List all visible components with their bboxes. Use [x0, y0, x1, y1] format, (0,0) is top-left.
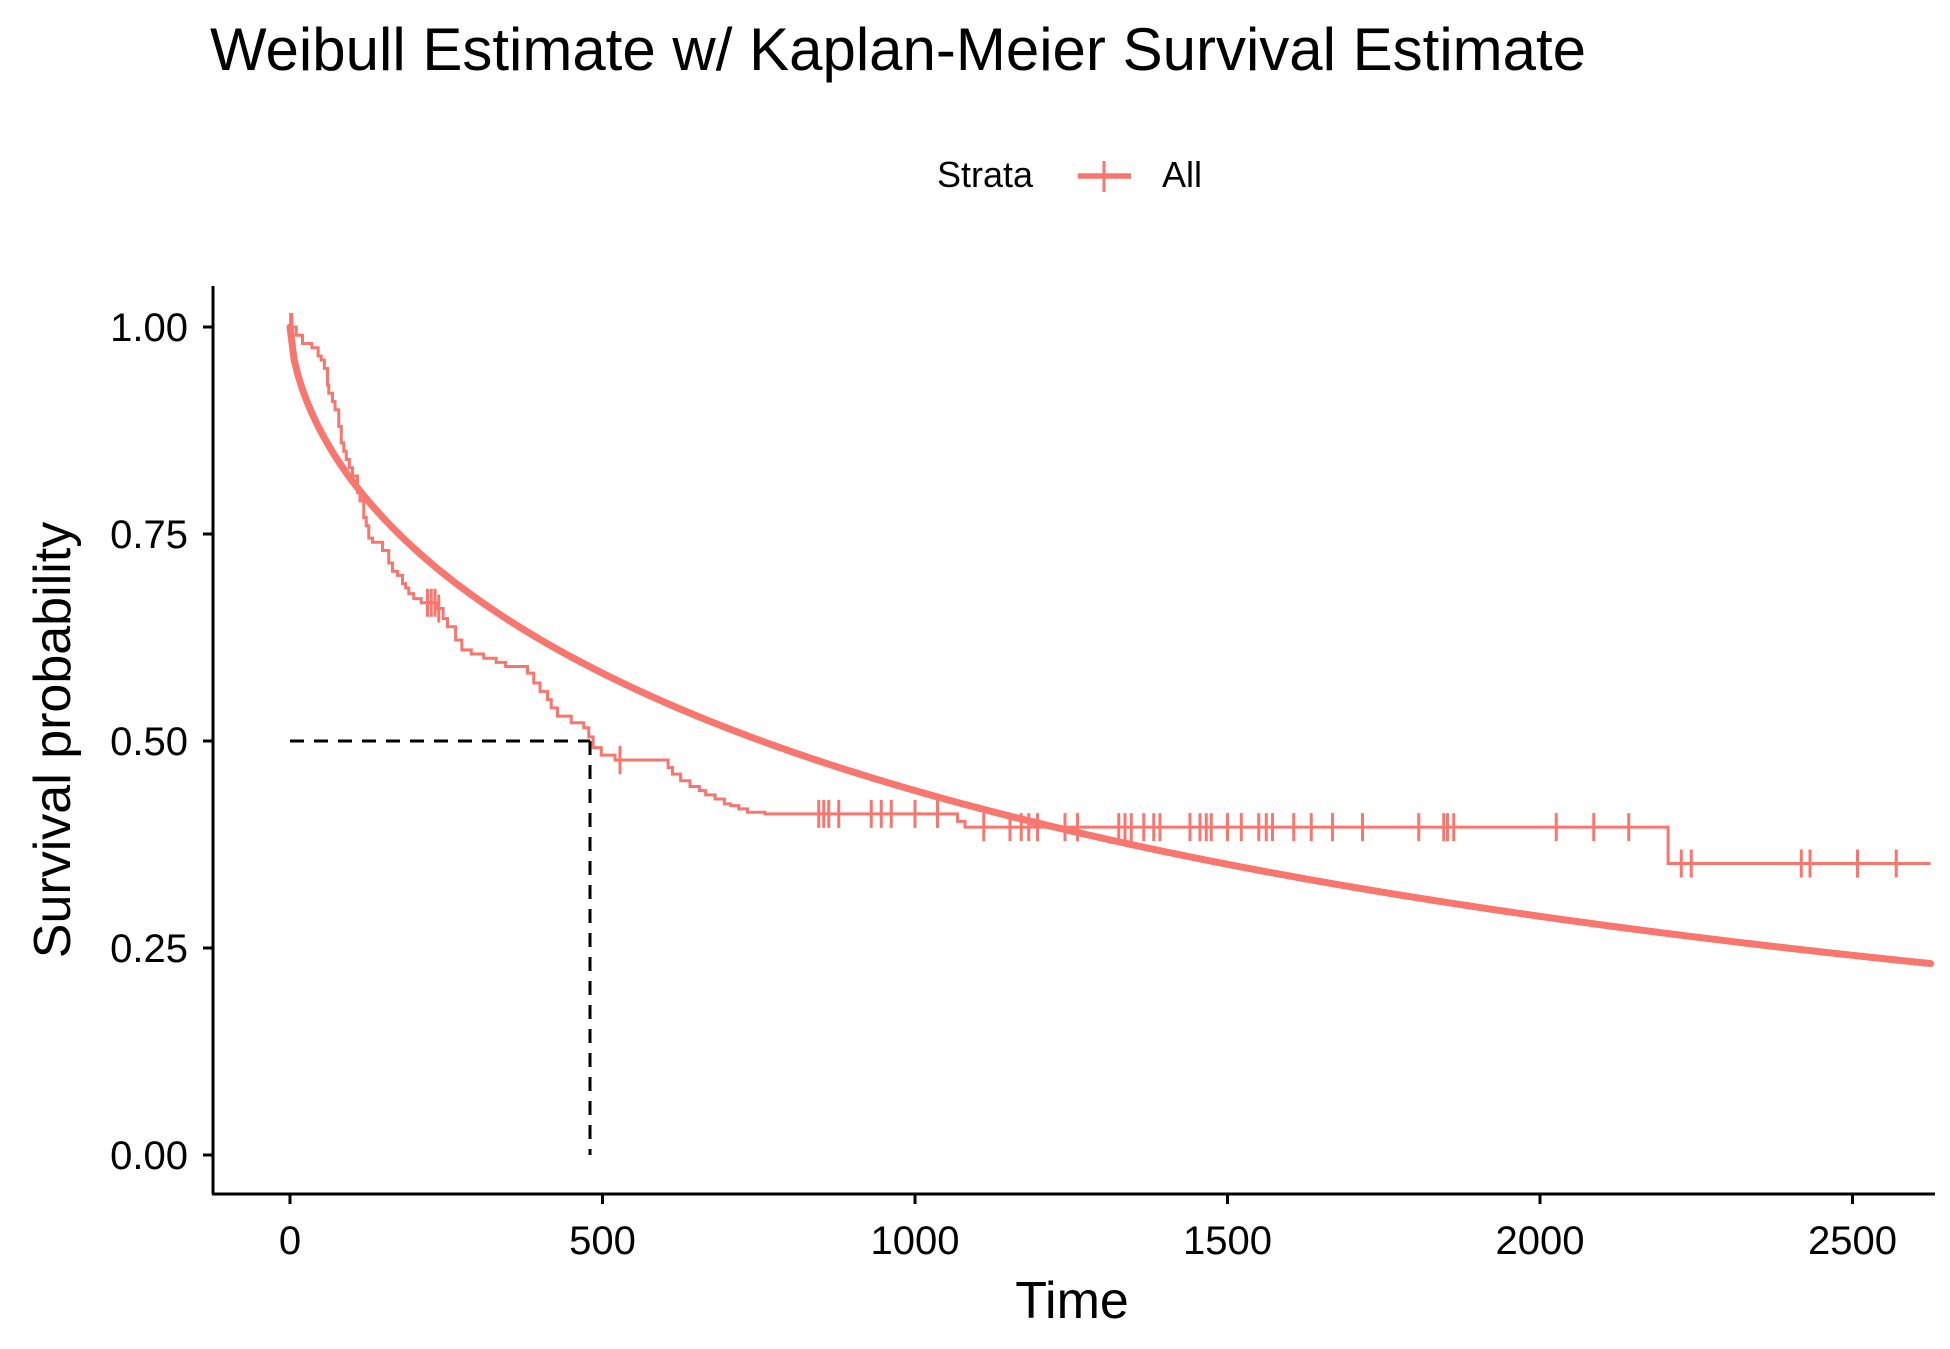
x-axis-title: Time — [1015, 1272, 1129, 1330]
y-tick-label: 0.00 — [110, 1134, 188, 1178]
legend-entry-all: All — [1162, 154, 1202, 195]
weibull-series — [286, 323, 1935, 968]
y-tick-label: 0.50 — [110, 720, 188, 764]
x-tick-label: 1500 — [1183, 1219, 1272, 1263]
x-tick-label: 2500 — [1808, 1219, 1897, 1263]
x-tick-label: 500 — [569, 1219, 636, 1263]
x-tick-label: 0 — [279, 1219, 301, 1263]
median-lines — [290, 739, 592, 1155]
y-tick-label: 1.00 — [110, 306, 188, 350]
legend: Strata All — [937, 154, 1202, 195]
kaplan-meier-series — [290, 325, 1931, 866]
x-tick-label: 2000 — [1496, 1219, 1585, 1263]
weibull-curve — [286, 323, 1935, 968]
y-tick-label: 0.75 — [110, 513, 188, 557]
chart-title: Weibull Estimate w/ Kaplan-Meier Surviva… — [210, 16, 1586, 83]
x-ticks: 0 500 1000 1500 2000 2500 — [279, 1194, 1897, 1263]
y-tick-label: 0.25 — [110, 927, 188, 971]
x-tick-label: 1000 — [871, 1219, 960, 1263]
y-axis-title: Survival probability — [24, 522, 82, 958]
censor-marks — [289, 313, 1898, 878]
y-ticks: 0.00 0.25 0.50 0.75 1.00 — [110, 306, 213, 1178]
kaplan-meier-curve — [290, 325, 1931, 866]
plot-area: 0.00 0.25 0.50 0.75 1.00 0 500 1000 1500 2000 250… — [110, 286, 1935, 1263]
legend-title: Strata — [937, 154, 1034, 195]
